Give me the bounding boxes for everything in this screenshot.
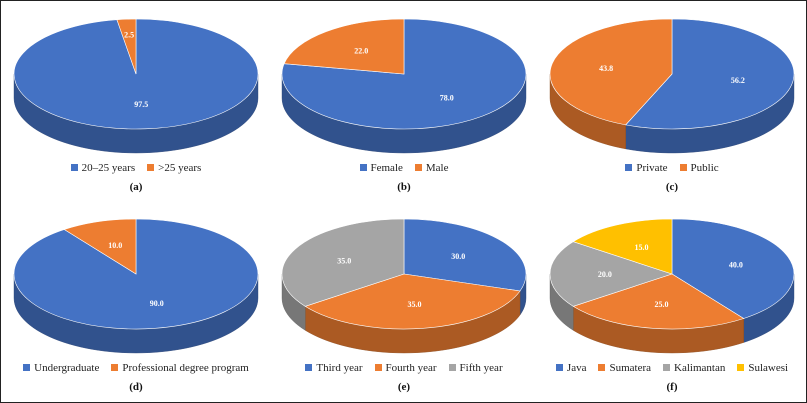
legend-label: Third year [316, 362, 363, 374]
legend-label: Fifth year [459, 362, 503, 374]
panel-label: (e) [397, 381, 411, 393]
legend-entry: Private [625, 162, 668, 174]
legend-entry: Professional degree program [111, 362, 249, 374]
pie-data-label: 10.0 [108, 241, 122, 250]
chart-legend: Undergraduate Professional degree program [2, 362, 270, 374]
pie-slice [671, 218, 795, 319]
panel-label: (b) [397, 181, 411, 193]
legend-entry: 20–25 years [70, 162, 136, 174]
pie-data-label: 30.0 [451, 252, 465, 261]
pie-slice [63, 218, 137, 275]
pie-chart-svg: 40.0 25.0 20.0 15.0 [549, 218, 795, 354]
pie-data-label: 22.0 [354, 47, 368, 56]
legend-label: 20–25 years [81, 162, 136, 174]
legend-entry: Sulawesi [737, 362, 788, 374]
legend-entry: Public [679, 162, 719, 174]
legend-swatch [737, 363, 745, 371]
chart-legend: Private Public [538, 162, 806, 174]
legend-swatch [598, 363, 606, 371]
pie-data-label: 35.0 [337, 256, 351, 265]
legend-label: Private [636, 162, 668, 174]
legend-label: Public [690, 162, 719, 174]
chart-legend: Female Male [270, 162, 538, 174]
pie-chart-svg: 30.0 35.0 35.0 [281, 218, 527, 354]
legend-entry: Undergraduate [23, 362, 99, 374]
panel-label: (d) [129, 381, 143, 393]
legend-entry: >25 years [147, 162, 201, 174]
legend-label: Female [370, 162, 403, 174]
chart-legend: Third year Fourth year Fifth year [270, 362, 538, 374]
pie-slice [549, 241, 673, 307]
legend-entry: Female [359, 162, 403, 174]
legend-entry: Kalimantan [663, 362, 725, 374]
legend-swatch [414, 163, 422, 171]
legend-label: Fourth year [385, 362, 437, 374]
legend-entry: Male [414, 162, 449, 174]
legend-swatch [374, 363, 382, 371]
pie-data-label: 2.5 [124, 31, 134, 40]
pie-chart-panel: 30.0 35.0 35.0 Third year Fourth year Fifth y… [270, 202, 538, 402]
legend-swatch [70, 163, 78, 171]
legend-entry: Sumatera [598, 362, 651, 374]
legend-entry: Fourth year [374, 362, 437, 374]
legend-swatch [305, 363, 313, 371]
pie-slice [283, 18, 405, 75]
pie-slice [304, 273, 521, 330]
legend-swatch [448, 363, 456, 371]
pie-chart-svg: 78.0 22.0 [281, 18, 527, 154]
pie-slice [572, 218, 673, 275]
pie-data-label: 15.0 [635, 243, 649, 252]
panel-label: (a) [129, 181, 143, 193]
pie-data-label: 20.0 [598, 270, 612, 279]
legend-label: Sumatera [609, 362, 652, 374]
pie-data-label: 78.0 [440, 93, 454, 102]
pie-data-label: 90.0 [150, 299, 164, 308]
pie-chart-panel: 97.5 2.5 20–25 years >25 years (a) [2, 2, 270, 202]
legend-entry: Third year [305, 362, 363, 374]
pie-chart-svg: 97.5 2.5 [13, 18, 259, 154]
pie-data-label: 35.0 [408, 300, 422, 309]
pie-slice [549, 18, 673, 126]
pie-chart-panel: 56.2 43.8 Private Public (c) [538, 2, 806, 202]
legend-label: >25 years [158, 162, 202, 174]
pie-chart-panel: 40.0 25.0 20.0 15.0 Java Sumatera Kalimantan Su… [538, 202, 806, 402]
pie-data-label: 97.5 [134, 100, 148, 109]
pie-slice [403, 218, 527, 292]
chart-legend: 20–25 years >25 years [2, 162, 270, 174]
panel-label: (f) [666, 381, 678, 393]
legend-swatch [147, 163, 155, 171]
legend-label: Undergraduate [34, 362, 100, 374]
legend-swatch [23, 363, 31, 371]
legend-label: Java [566, 362, 587, 374]
pie-data-label: 56.2 [731, 76, 745, 85]
legend-swatch [555, 363, 563, 371]
pie-slice [572, 273, 745, 330]
pie-slice [625, 18, 795, 130]
legend-label: Kalimantan [674, 362, 726, 374]
legend-label: Sulawesi [748, 362, 789, 374]
legend-swatch [625, 163, 633, 171]
pie-data-label: 43.8 [599, 64, 613, 73]
pie-slice [281, 218, 405, 307]
legend-entry: Fifth year [448, 362, 503, 374]
legend-swatch [679, 163, 687, 171]
pie-data-label: 25.0 [655, 300, 669, 309]
legend-label: Professional degree program [122, 362, 249, 374]
pie-data-label: 40.0 [729, 261, 743, 270]
legend-swatch [663, 363, 671, 371]
pie-chart-panel: 90.0 10.0 Undergraduate Professional degree… [2, 202, 270, 402]
pie-chart-svg: 56.2 43.8 [549, 18, 795, 154]
chart-legend: Java Sumatera Kalimantan Sulawesi [538, 362, 806, 374]
legend-label: Male [425, 162, 449, 174]
legend-swatch [359, 163, 367, 171]
panel-label: (c) [665, 181, 679, 193]
pie-chart-svg: 90.0 10.0 [13, 218, 259, 354]
legend-entry: Java [555, 362, 587, 374]
legend-swatch [111, 363, 119, 371]
pie-chart-panel: 78.0 22.0 Female Male (b) [270, 2, 538, 202]
pie-slice [116, 18, 137, 75]
